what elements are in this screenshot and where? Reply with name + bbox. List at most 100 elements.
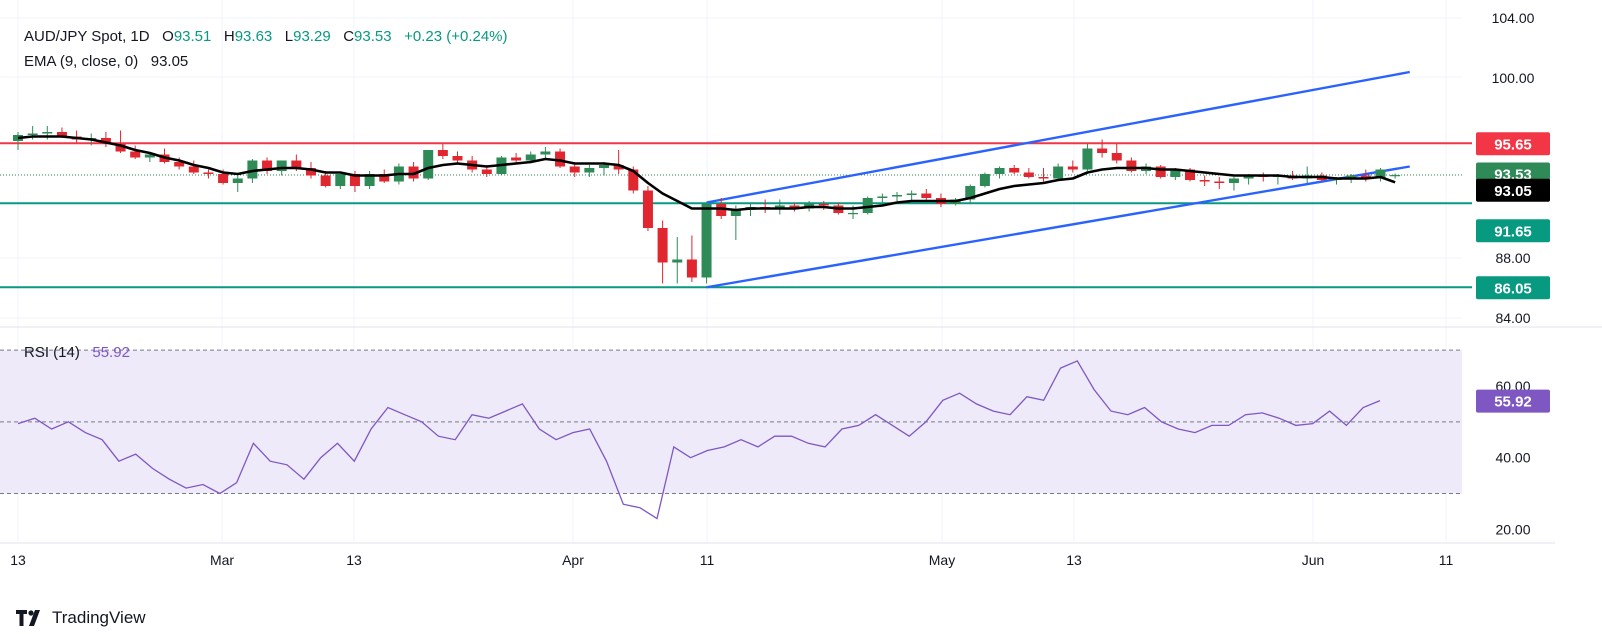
badge-86-05: 86.05 bbox=[1494, 280, 1532, 297]
time-tick-label: Apr bbox=[562, 552, 584, 568]
candle-body bbox=[437, 150, 448, 156]
candle bbox=[232, 175, 243, 192]
candle bbox=[262, 157, 273, 174]
rsi-tick-label: 20.00 bbox=[1495, 521, 1530, 537]
candle bbox=[1214, 177, 1225, 189]
candle bbox=[1302, 166, 1313, 183]
candle-body bbox=[1360, 175, 1371, 179]
ema-header: EMA (9, close, 0) 93.05 bbox=[24, 53, 188, 70]
time-tick-label: 11 bbox=[700, 552, 715, 568]
candle-body bbox=[56, 132, 67, 137]
candle bbox=[1199, 175, 1210, 186]
candle-body bbox=[364, 174, 375, 186]
candle bbox=[1082, 144, 1093, 171]
symbol-title: AUD/JPY Spot, 1D bbox=[24, 28, 150, 45]
candle bbox=[1067, 160, 1078, 173]
candle bbox=[1258, 172, 1269, 182]
candle bbox=[130, 145, 141, 159]
time-tick-label: 11 bbox=[1439, 552, 1454, 568]
candle bbox=[1038, 168, 1049, 182]
candle bbox=[892, 192, 902, 201]
candle-body bbox=[1111, 153, 1122, 161]
candle bbox=[423, 150, 434, 180]
ema-value: 93.05 bbox=[150, 53, 189, 70]
candle-body bbox=[1097, 148, 1108, 153]
candle-body bbox=[1214, 181, 1225, 183]
candle-body bbox=[27, 133, 38, 135]
candle-body bbox=[686, 259, 697, 278]
candle bbox=[13, 132, 23, 150]
close-label: C bbox=[343, 28, 355, 45]
candle bbox=[613, 150, 624, 174]
tradingview-wordmark: TradingView bbox=[52, 608, 146, 627]
candle-body bbox=[921, 193, 932, 198]
rsi-header: RSI (14) 55.92 bbox=[24, 344, 130, 361]
candle-body bbox=[599, 165, 609, 168]
candle-body bbox=[774, 205, 785, 209]
price-tick-label: 100.00 bbox=[1492, 70, 1535, 86]
candle bbox=[774, 199, 785, 215]
candle bbox=[1009, 165, 1020, 174]
candle-body bbox=[994, 168, 1005, 174]
candle-body bbox=[408, 166, 419, 179]
rsi-value: 55.92 bbox=[92, 344, 130, 361]
candle-body bbox=[511, 157, 522, 161]
badge-91-65-bg bbox=[1476, 219, 1550, 243]
candle bbox=[1228, 177, 1239, 191]
candle-body bbox=[320, 175, 331, 186]
time-tick-label: 13 bbox=[346, 552, 362, 568]
candle bbox=[818, 201, 829, 210]
candle-body bbox=[452, 156, 463, 161]
candle-body bbox=[379, 174, 390, 182]
candle-body bbox=[276, 160, 287, 171]
candle-body bbox=[349, 174, 360, 186]
candle bbox=[760, 199, 771, 213]
candle bbox=[408, 162, 419, 182]
ascending-channel bbox=[706, 70, 1410, 289]
candle bbox=[115, 130, 126, 153]
badge-91-65: 91.65 bbox=[1494, 223, 1532, 240]
candle-body bbox=[965, 186, 976, 200]
candle-body bbox=[716, 204, 727, 216]
time-axis: 13 Mar 13 Apr 11 May 13 Jun 11 bbox=[10, 552, 1453, 568]
candle bbox=[1155, 165, 1166, 179]
candle-body bbox=[1126, 160, 1137, 171]
candle-body bbox=[569, 166, 580, 173]
candle-body bbox=[42, 132, 53, 134]
candle bbox=[437, 144, 448, 159]
candle bbox=[1126, 157, 1137, 173]
rsi-guides bbox=[0, 349, 1462, 494]
candle-body bbox=[701, 204, 712, 278]
candle bbox=[862, 196, 873, 215]
price-tick-label: 104.00 bbox=[1492, 10, 1535, 26]
candle-body bbox=[1067, 166, 1078, 170]
badge-95-65: 95.65 bbox=[1494, 136, 1532, 153]
candle-body bbox=[1390, 175, 1401, 177]
candle bbox=[188, 160, 199, 174]
badge-ema: 93.05 bbox=[1494, 183, 1532, 200]
close-value: 93.53 bbox=[354, 28, 392, 45]
candle-body bbox=[1053, 166, 1064, 179]
candle-body bbox=[291, 160, 302, 168]
candle-body bbox=[1375, 169, 1386, 179]
candle-body bbox=[423, 150, 434, 179]
low-value: 93.29 bbox=[293, 28, 331, 45]
candle bbox=[511, 153, 522, 164]
candle bbox=[1023, 168, 1034, 179]
candle-body bbox=[979, 174, 990, 186]
candle-body bbox=[862, 198, 873, 213]
candle bbox=[540, 147, 551, 159]
high-label: H bbox=[223, 28, 235, 45]
symbol-header: AUD/JPY Spot, 1D O93.51 H93.63 L93.29 C9… bbox=[24, 28, 508, 45]
candle bbox=[672, 237, 683, 284]
candle-body bbox=[818, 204, 829, 206]
candle-body bbox=[1346, 175, 1357, 179]
candle bbox=[877, 193, 888, 203]
candle bbox=[921, 189, 932, 201]
candle bbox=[965, 184, 976, 204]
candle-body bbox=[540, 151, 551, 155]
candle bbox=[1375, 168, 1386, 182]
candle-body bbox=[262, 160, 273, 171]
